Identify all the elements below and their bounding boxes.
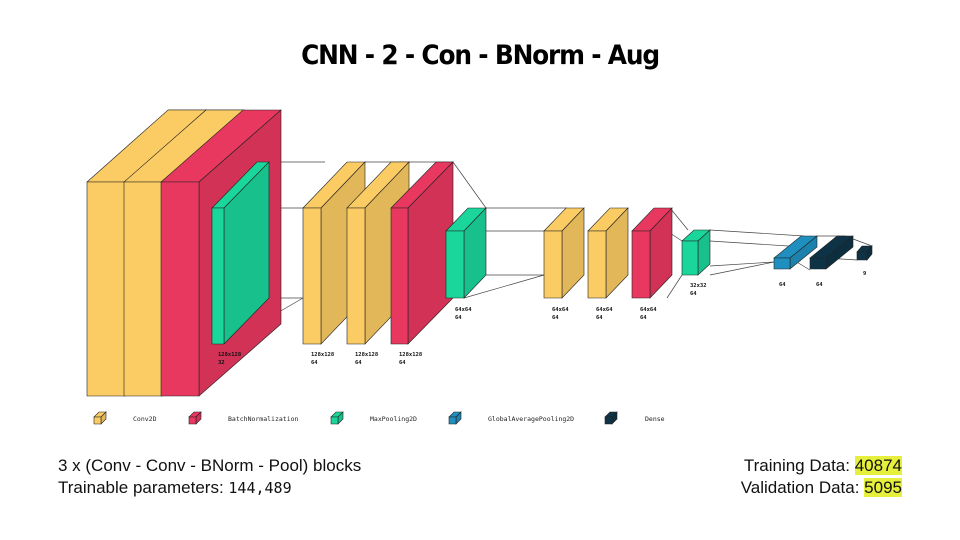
dim-label-gap: 64 [779, 282, 786, 288]
dim-label-block3-bn-size: 64x64 [640, 307, 657, 313]
legend-item-maxpool: MaxPooling2D [330, 411, 417, 425]
validation-data-line: Validation Data: 5095 [741, 477, 902, 499]
dim-label-block2-conv2-size: 128x128 [355, 352, 378, 358]
dim-label-block3-conv2-size: 64x64 [596, 307, 613, 313]
trainable-parameters-value: 144,489 [228, 479, 292, 497]
dim-label-block3-conv1-channels: 64 [552, 315, 559, 321]
dim-label-block2-conv2-channels: 64 [355, 360, 362, 366]
legend-item-gap: GlobalAveragePooling2D [448, 411, 574, 425]
dim-label-block2-conv1: 128x128 64 [311, 352, 334, 366]
layer-block3-conv1 [543, 207, 585, 299]
legend-swatch-dense [604, 411, 618, 425]
legend-label-gap: GlobalAveragePooling2D [488, 415, 574, 423]
layer-block3-conv2 [587, 207, 629, 299]
dim-label-block2-pool-channels: 64 [455, 315, 462, 321]
legend-item-batchnorm: BatchNormalization [188, 411, 299, 425]
dim-label-block2-conv1-size: 128x128 [311, 352, 334, 358]
layer-gap [773, 235, 818, 270]
training-data-label: Training Data: [743, 456, 855, 475]
dim-label-block2-conv2: 128x128 64 [355, 352, 378, 366]
dim-label-block3-conv2: 64x64 64 [596, 307, 613, 321]
model-summary: 3 x (Conv - Conv - BNorm - Pool) blocks … [58, 455, 361, 499]
dim-label-block3-pool-channels: 64 [690, 291, 697, 297]
legend-swatch-conv2d [93, 411, 107, 425]
dim-label-dense2: 9 [863, 271, 866, 277]
dim-label-block3-conv1: 64x64 64 [552, 307, 569, 321]
legend-cube-gap [448, 411, 462, 425]
dim-label-block1-pool: 128x128 32 [218, 352, 241, 366]
legend-swatch-maxpool [330, 411, 344, 425]
diagram-title: CNN - 2 - Con - BNorm - Aug [301, 40, 660, 71]
validation-data-value: 5095 [864, 478, 902, 497]
legend-label-conv2d: Conv2D [133, 415, 157, 423]
layer-block1-pool [211, 161, 270, 345]
layer-block3-pool [681, 229, 711, 276]
layer-block2-bn [390, 161, 454, 345]
dim-label-block2-bn: 128x128 64 [399, 352, 422, 366]
dim-label-block3-pool: 32x32 64 [690, 283, 707, 297]
layer-dense2 [856, 245, 873, 261]
layer-block3-bn [631, 207, 673, 299]
dim-label-dense1: 64 [816, 282, 823, 288]
legend-cube-conv2d [93, 411, 107, 425]
dim-label-block3-conv1-size: 64x64 [552, 307, 569, 313]
legend-item-dense: Dense [604, 411, 665, 425]
legend: Conv2D BatchNormalization MaxPooling2D G… [93, 411, 665, 425]
dim-label-block2-bn-channels: 64 [399, 360, 406, 366]
dataset-summary: Training Data: 40874 Validation Data: 50… [741, 455, 902, 499]
legend-cube-dense [604, 411, 618, 425]
dim-label-block3-conv2-channels: 64 [596, 315, 603, 321]
trainable-parameters-line: Trainable parameters: 144,489 [58, 477, 361, 499]
block-structure-text: 3 x (Conv - Conv - BNorm - Pool) blocks [58, 456, 362, 475]
dim-label-block2-pool-size: 64x64 [455, 307, 472, 313]
dim-label-block2-conv1-channels: 64 [311, 360, 318, 366]
legend-label-dense: Dense [645, 415, 665, 423]
legend-label-maxpool: MaxPooling2D [370, 415, 417, 423]
dim-label-block3-pool-size: 32x32 [690, 283, 707, 289]
validation-data-label: Validation Data: [740, 478, 865, 497]
dim-label-block3-bn: 64x64 64 [640, 307, 657, 321]
legend-cube-maxpool [330, 411, 344, 425]
legend-swatch-batchnorm [188, 411, 202, 425]
layer-block2-pool [445, 207, 487, 299]
legend-swatch-gap [448, 411, 462, 425]
legend-item-conv2d: Conv2D [93, 411, 157, 425]
dim-label-block1-pool-channels: 32 [218, 360, 225, 366]
training-data-line: Training Data: 40874 [741, 455, 902, 477]
dim-label-block2-pool: 64x64 64 [455, 307, 472, 321]
training-data-value: 40874 [854, 456, 902, 475]
layer-boxes [86, 109, 873, 397]
dim-label-block3-bn-channels: 64 [640, 315, 647, 321]
layer-dense1 [809, 235, 854, 270]
dim-label-block2-bn-size: 128x128 [399, 352, 422, 358]
legend-cube-batchnorm [188, 411, 202, 425]
trainable-parameters-label: Trainable parameters: [58, 478, 229, 497]
dim-label-block1-pool-size: 128x128 [218, 352, 241, 358]
legend-label-batchnorm: BatchNormalization [228, 415, 299, 423]
